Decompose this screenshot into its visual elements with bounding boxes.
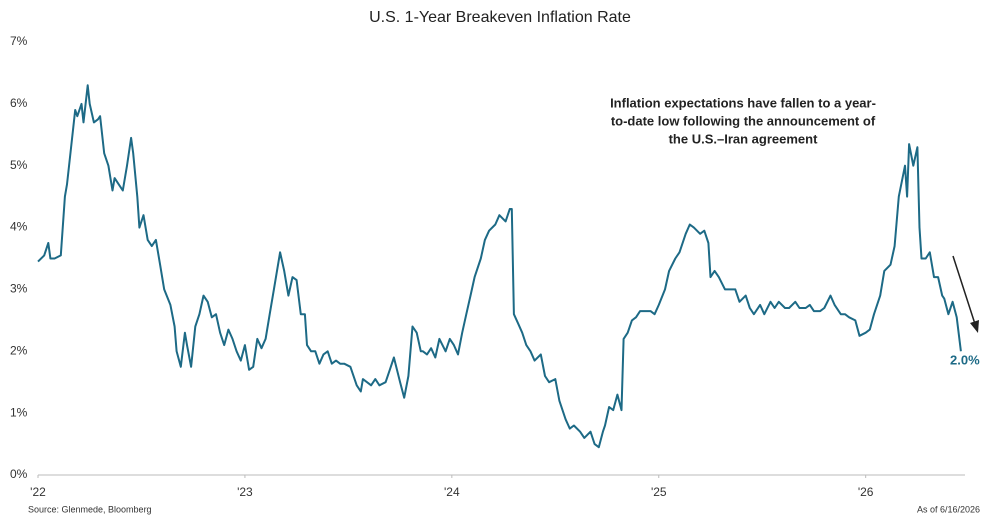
y-tick-label: 2% [10, 343, 28, 357]
x-tick-label: '23 [237, 485, 253, 499]
annotation: to-date low following the announcement o… [611, 113, 876, 128]
series-line [37, 84, 962, 449]
y-tick-label: 5% [10, 158, 28, 172]
annotation: the U.S.–Iran agreement [669, 131, 818, 146]
arrow [952, 255, 976, 325]
x-tick-label: '26 [858, 485, 874, 499]
chart-title: U.S. 1-Year Breakeven Inflation Rate [369, 9, 631, 26]
end-label: 2.0% [950, 353, 980, 368]
y-tick-label: 3% [10, 282, 28, 296]
y-tick-label: 6% [10, 96, 28, 110]
y-tick-label: 0% [10, 467, 28, 481]
x-tick-label: '25 [651, 485, 667, 499]
source: Source: Glenmede, Bloomberg [28, 504, 152, 514]
as-of: As of 6/16/2026 [917, 504, 980, 514]
x-tick-label: '24 [444, 485, 460, 499]
y-tick-label: 4% [10, 220, 28, 234]
arrow-head [970, 320, 979, 333]
y-tick-label: 7% [10, 34, 28, 48]
y-tick-label: 1% [10, 405, 28, 419]
x-tick-label: '22 [30, 485, 46, 499]
annotation: Inflation expectations have fallen to a … [610, 95, 876, 110]
